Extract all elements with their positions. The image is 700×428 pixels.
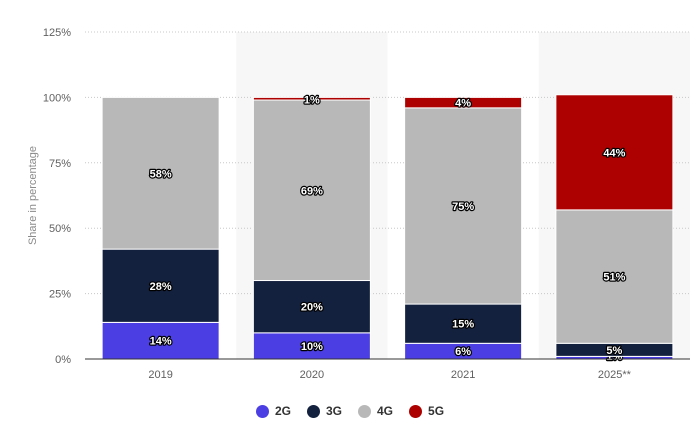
- legend-swatch: [358, 404, 371, 418]
- x-tick-label: 2019: [148, 369, 172, 381]
- legend-swatch: [409, 404, 423, 418]
- bar-segment-2g[interactable]: [101, 321, 220, 360]
- data-label: 14%: [150, 336, 172, 348]
- bar-segment-4g[interactable]: [101, 96, 220, 250]
- legend-swatch: [306, 404, 320, 418]
- y-tick-label: 75%: [49, 158, 71, 170]
- legend: 2G 3G 4G 5G: [0, 400, 700, 422]
- bar-segment-3g[interactable]: [101, 248, 220, 323]
- legend-item-4g[interactable]: 4G: [358, 404, 393, 418]
- data-label: 58%: [150, 168, 172, 180]
- x-tick-label: 2021: [451, 369, 475, 381]
- legend-label: 2G: [274, 404, 291, 418]
- bar-segment-3g[interactable]: [404, 303, 523, 344]
- legend-item-5g[interactable]: 5G: [409, 404, 444, 418]
- data-label: 1%: [304, 94, 320, 106]
- x-tick-label: 2025**: [598, 369, 632, 381]
- x-tick-label: 2020: [300, 369, 324, 381]
- y-tick-label: 25%: [49, 289, 71, 301]
- y-axis-label: Share in percentage: [27, 146, 39, 245]
- data-label: 20%: [301, 302, 323, 314]
- data-label: 69%: [301, 185, 323, 197]
- data-label: 75%: [452, 201, 474, 213]
- y-tick-label: 0%: [55, 354, 71, 366]
- data-label: 4%: [455, 98, 471, 110]
- bar-segment-4g[interactable]: [404, 107, 523, 305]
- data-label: 28%: [150, 281, 172, 293]
- legend-item-3g[interactable]: 3G: [306, 404, 342, 418]
- bar-segment-5g[interactable]: [252, 96, 371, 101]
- bar-segment-4g[interactable]: [252, 99, 371, 282]
- data-label: 15%: [452, 319, 474, 331]
- data-label: 6%: [455, 346, 471, 358]
- bar-segment-4g[interactable]: [555, 209, 674, 344]
- data-label: 5%: [606, 345, 622, 357]
- y-tick-label: 50%: [49, 223, 71, 235]
- legend-label: 4G: [377, 404, 394, 418]
- data-label: 10%: [301, 341, 323, 353]
- stacked-bar-chart: 0% 25% 50% 75% 100% 125% Share in percentage 14…: [27, 27, 690, 381]
- legend-label: 3G: [325, 404, 342, 418]
- bar-segment-5g[interactable]: [555, 94, 674, 211]
- legend-label: 5G: [428, 404, 445, 418]
- legend-item-2g[interactable]: 2G: [255, 404, 291, 418]
- legend-swatch: [255, 404, 269, 418]
- data-label: 51%: [603, 272, 625, 284]
- y-tick-label: 125%: [43, 27, 71, 39]
- bar-segment-5g[interactable]: [404, 96, 523, 109]
- y-tick-label: 100%: [43, 92, 71, 104]
- data-label: 44%: [603, 147, 625, 159]
